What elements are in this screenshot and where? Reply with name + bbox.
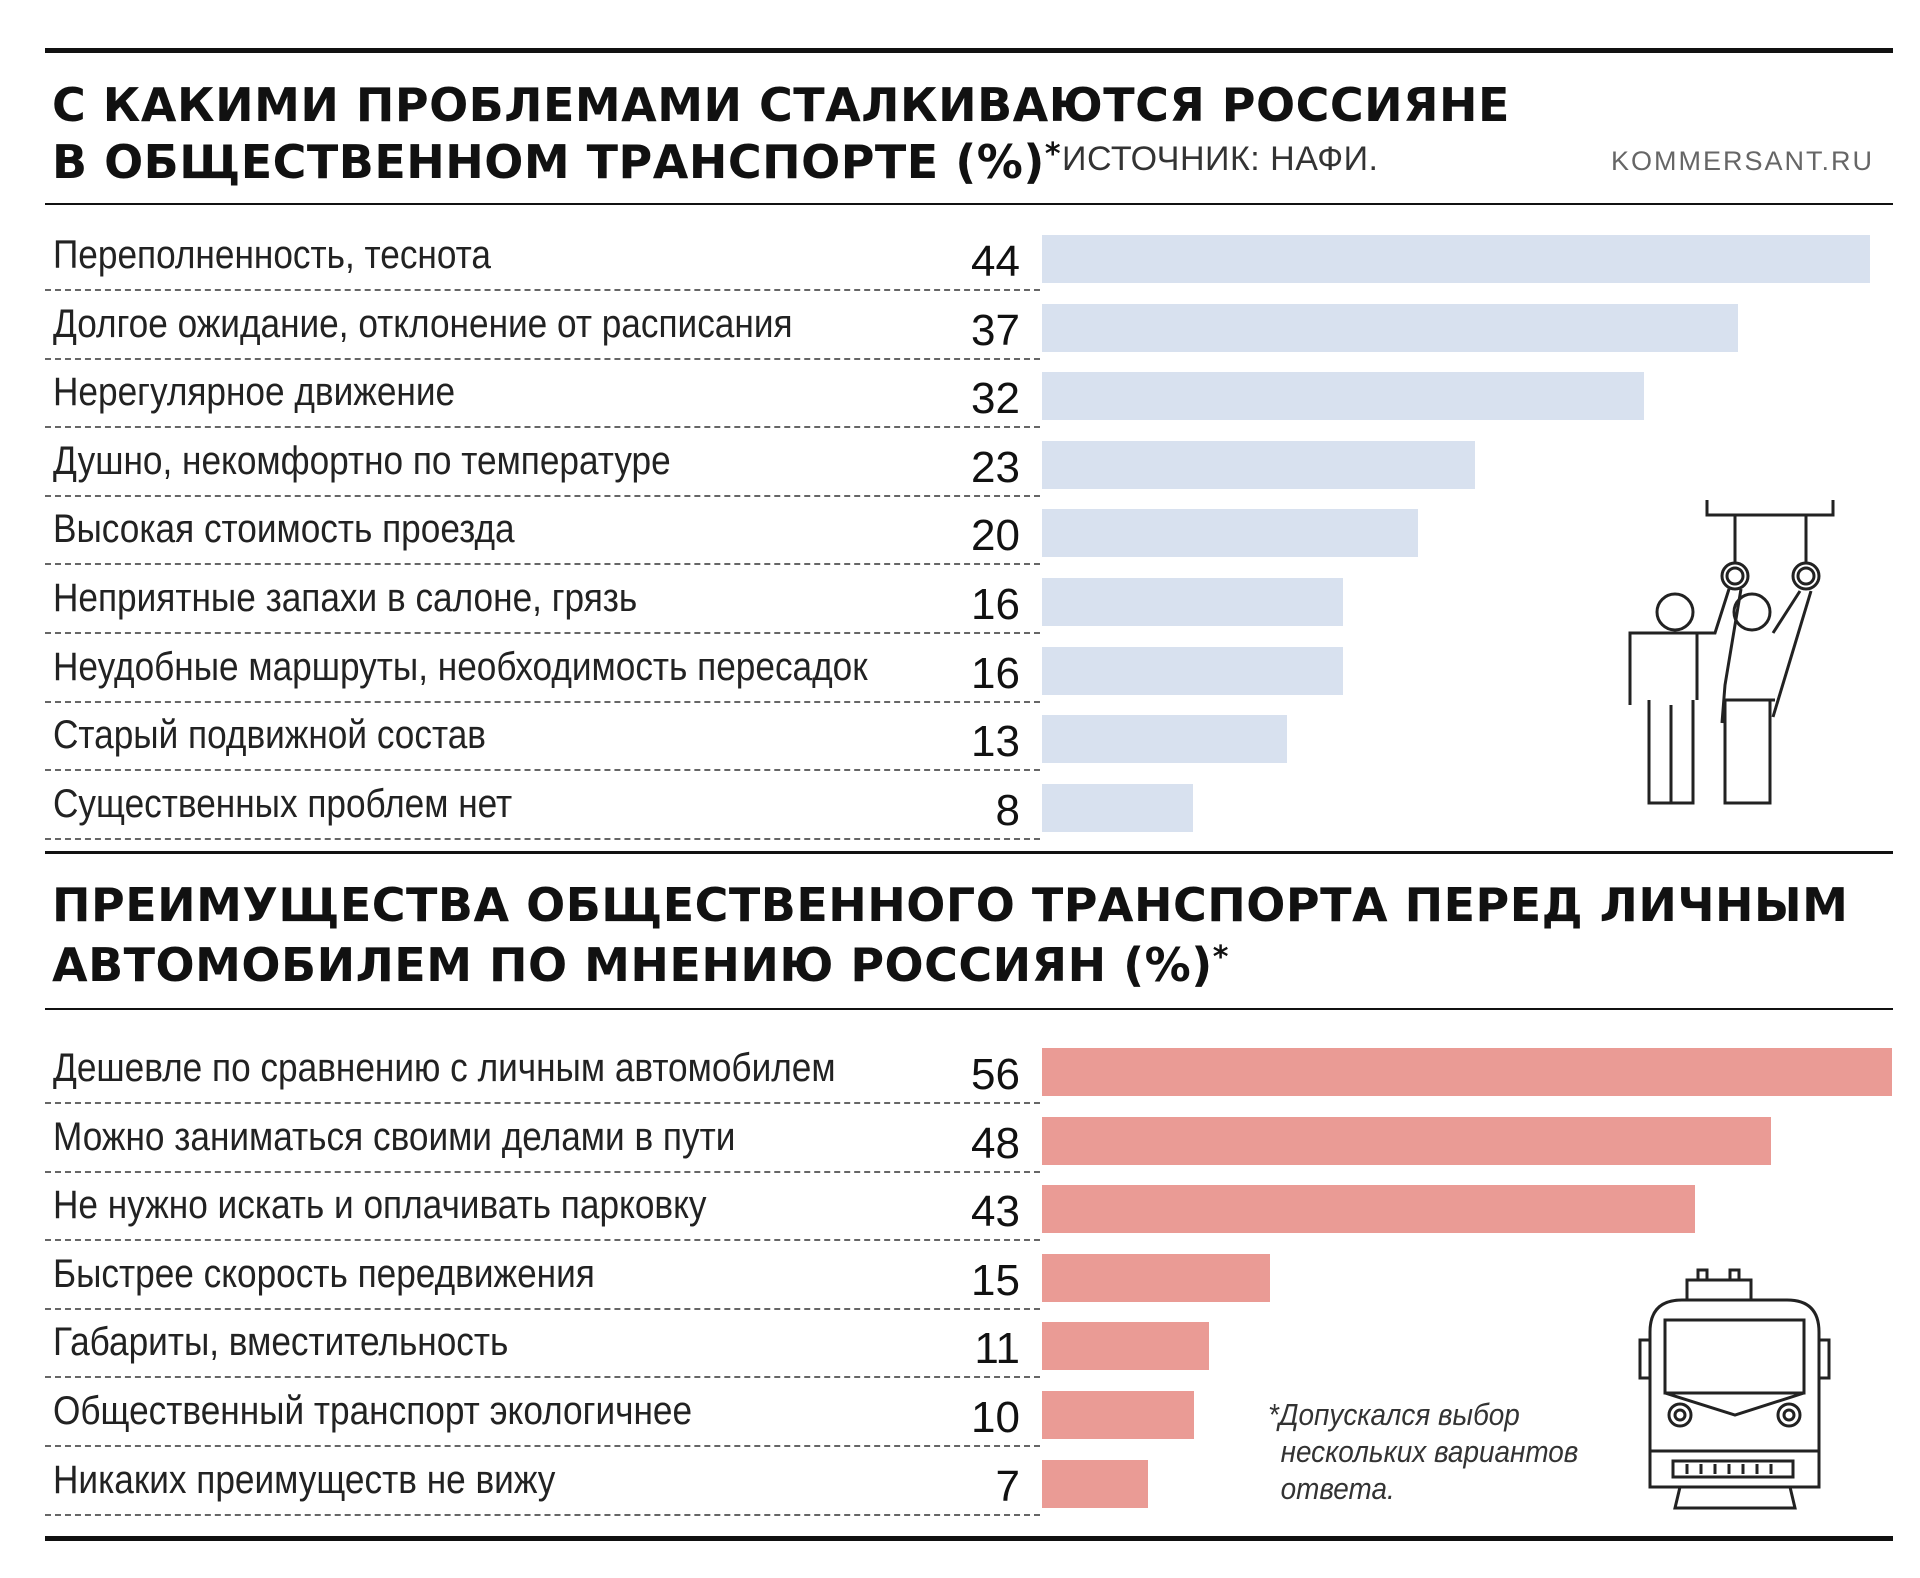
advantage-bar — [1042, 1322, 1209, 1371]
problem-value-label: 32 — [971, 374, 1020, 424]
advantage-bar — [1042, 1459, 1148, 1508]
problem-bar — [1042, 440, 1475, 489]
chart1-title-line2: В ОБЩЕСТВЕННОМ ТРАНСПОРТЕ (%)* — [52, 127, 1061, 190]
problem-row: Душно, некомфортно по температуре 23 — [45, 427, 1040, 497]
advantage-bar — [1042, 1391, 1194, 1439]
problem-value-label: 13 — [971, 717, 1020, 767]
problem-label: Старый подвижной состав — [53, 713, 486, 758]
chart2-title-line2: АВТОМОБИЛЕМ ПО МНЕНИЮ РОССИЯН (%)* — [52, 930, 1229, 993]
standing-passengers-icon — [1628, 500, 1835, 805]
brand-label: KOMMERSANT.RU — [1611, 146, 1875, 176]
chart2-title-line1: ПРЕИМУЩЕСТВА ОБЩЕСТВЕННОГО ТРАНСПОРТА ПЕ… — [52, 878, 1849, 932]
problem-row: Неудобные маршруты, необходимость переса… — [45, 633, 1040, 703]
chart1-title-text: В ОБЩЕСТВЕННОМ ТРАНСПОРТЕ (%) — [52, 135, 1045, 189]
footnote-line1: *Допускался выбор — [1268, 1397, 1520, 1432]
problem-value-label: 8 — [995, 785, 1020, 835]
problem-row: Неприятные запахи в салоне, грязь 16 — [45, 564, 1040, 634]
bottom-rule — [45, 1536, 1893, 1541]
problem-value-label: 16 — [971, 648, 1020, 698]
problem-bar — [1042, 372, 1644, 421]
advantage-value-label: 48 — [971, 1118, 1020, 1168]
problem-bar — [1042, 646, 1343, 695]
advantage-bar — [1042, 1048, 1892, 1096]
problem-value-label: 20 — [971, 511, 1020, 561]
problem-bar — [1042, 578, 1343, 626]
advantage-row: Дешевле по сравнению с личным автомобиле… — [45, 1034, 1040, 1104]
advantage-label: Дешевле по сравнению с личным автомобиле… — [53, 1046, 836, 1090]
advantage-value-label: 11 — [974, 1324, 1020, 1374]
problem-label: Нерегулярное движение — [53, 370, 456, 415]
advantage-value-label: 7 — [995, 1461, 1020, 1511]
advantage-row: Никаких преимуществ не вижу 7 — [45, 1446, 1040, 1516]
advantage-row: Можно заниматься своими делами в пути 48 — [45, 1103, 1040, 1173]
chart1-title-line1: С КАКИМИ ПРОБЛЕМАМИ СТАЛКИВАЮТСЯ РОССИЯН… — [52, 78, 1510, 132]
train-front-icon — [1638, 1268, 1831, 1510]
advantage-label: Быстрее скорость передвижения — [53, 1251, 595, 1296]
advantage-label: Можно заниматься своими делами в пути — [53, 1114, 736, 1159]
advantage-value-label: 15 — [971, 1255, 1020, 1305]
problem-label: Долгое ожидание, отклонение от расписани… — [53, 301, 793, 346]
chart1-header-rule — [45, 203, 1893, 205]
footnote-line3: ответа. — [1280, 1471, 1395, 1506]
problem-value-label: 37 — [971, 305, 1020, 355]
advantage-value-label: 56 — [971, 1050, 1020, 1099]
problem-label: Переполненность, теснота — [53, 233, 491, 277]
problem-value-label: 44 — [971, 237, 1020, 286]
section-divider-rule — [45, 851, 1893, 854]
advantage-bar — [1042, 1185, 1695, 1234]
advantage-label: Общественный транспорт экологичнее — [53, 1389, 693, 1433]
problem-label: Неприятные запахи в салоне, грязь — [53, 576, 638, 620]
problem-row: Долгое ожидание, отклонение от расписани… — [45, 290, 1040, 360]
problem-label: Неудобные маршруты, необходимость переса… — [53, 644, 868, 689]
advantage-label: Никаких преимуществ не вижу — [53, 1457, 556, 1502]
chart2-header-rule — [45, 1008, 1893, 1010]
problem-row: Нерегулярное движение 32 — [45, 358, 1040, 429]
problem-value-label: 16 — [971, 580, 1020, 629]
chart1-title-asterisk: * — [1044, 137, 1062, 172]
problem-label: Существенных проблем нет — [53, 781, 513, 826]
advantage-value-label: 10 — [971, 1393, 1020, 1442]
advantage-row: Не нужно искать и оплачивать парковку 43 — [45, 1171, 1040, 1242]
problem-row: Переполненность, теснота 44 — [45, 221, 1040, 291]
advantage-label: Не нужно искать и оплачивать парковку — [53, 1183, 707, 1228]
problem-label: Высокая стоимость проезда — [53, 507, 515, 552]
footnote-line2: нескольких вариантов — [1280, 1434, 1579, 1469]
chart2-title-asterisk: * — [1212, 940, 1229, 975]
footnote: *Допускался выбор нескольких вариантов о… — [1268, 1396, 1578, 1507]
problem-row: Старый подвижной состав 13 — [45, 701, 1040, 772]
chart2-title-text: АВТОМОБИЛЕМ ПО МНЕНИЮ РОССИЯН (%) — [52, 938, 1213, 992]
advantage-bar — [1042, 1253, 1270, 1302]
problem-bar — [1042, 509, 1418, 558]
problem-bar — [1042, 303, 1738, 352]
advantage-value-label: 43 — [971, 1187, 1020, 1237]
advantage-row: Быстрее скорость передвижения 15 — [45, 1240, 1040, 1310]
problem-value-label: 23 — [971, 442, 1020, 492]
advantage-label: Габариты, вместительность — [53, 1320, 509, 1365]
problem-row: Высокая стоимость проезда 20 — [45, 495, 1040, 566]
advantage-row: Габариты, вместительность 11 — [45, 1308, 1040, 1379]
source-label: ИСТОЧНИК: НАФИ. — [1062, 140, 1379, 178]
problem-bar — [1042, 235, 1870, 283]
top-rule — [45, 48, 1893, 53]
advantage-row: Общественный транспорт экологичнее 10 — [45, 1377, 1040, 1447]
problem-row: Существенных проблем нет 8 — [45, 770, 1040, 840]
advantage-bar — [1042, 1116, 1771, 1165]
problem-label: Душно, некомфортно по температуре — [53, 438, 671, 483]
problem-bar — [1042, 783, 1193, 832]
problem-bar — [1042, 715, 1287, 764]
